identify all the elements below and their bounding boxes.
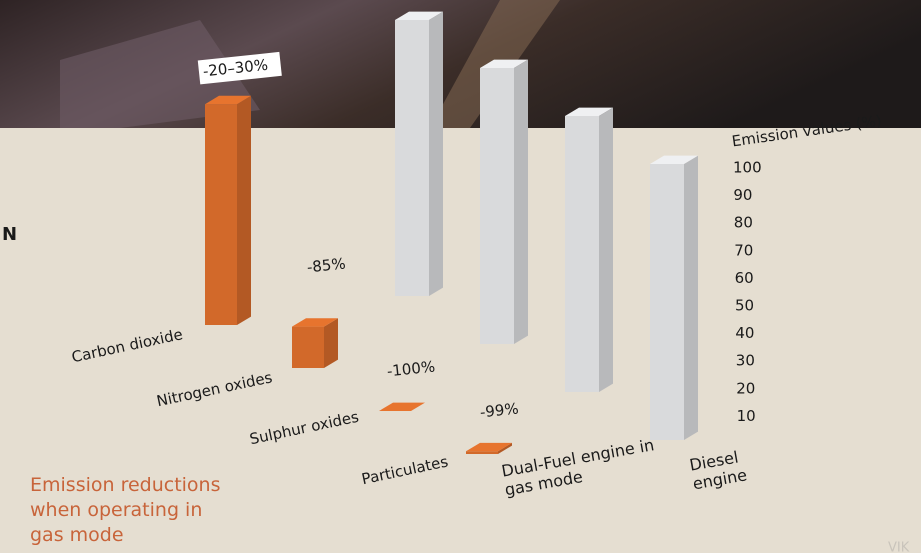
edge-text: N: [2, 224, 17, 245]
category-label: Particulates: [360, 452, 450, 488]
y-tick-label: 60: [735, 269, 754, 287]
bar: [395, 11, 443, 296]
y-tick: 20: [736, 379, 755, 397]
bar-side: [498, 442, 512, 454]
y-tick-label: 80: [734, 214, 753, 232]
bar-top: [565, 107, 613, 116]
category-label: Nitrogen oxides: [155, 368, 274, 410]
bar-front: [466, 451, 498, 454]
bar-side: [684, 155, 698, 440]
category-label: Sulphur oxides: [248, 408, 360, 449]
bar: [565, 107, 613, 392]
annotation: -85%: [306, 254, 346, 276]
annotation: -100%: [386, 358, 436, 381]
bar-top: [379, 402, 425, 411]
bar-side: [324, 318, 338, 368]
bar-front: [650, 164, 684, 440]
bar: [650, 155, 698, 440]
y-tick: 80: [734, 214, 753, 232]
annotation-box: [197, 51, 282, 85]
y-tick: 60: [735, 269, 754, 287]
y-tick: 50: [735, 297, 754, 315]
y-tick-label: 90: [733, 186, 752, 204]
y-tick: 100: [733, 159, 762, 177]
y-tick-label: 70: [734, 241, 753, 259]
photo-detail: [60, 20, 260, 128]
bar-top: [292, 318, 338, 327]
bar: [205, 95, 251, 325]
bar-side: [514, 59, 528, 344]
y-tick: 30: [736, 352, 755, 370]
caption: Emission reductions when operating in ga…: [30, 474, 221, 546]
bar-top: [466, 442, 512, 452]
edge-text: VIK: [888, 541, 910, 553]
y-tick-label: 20: [736, 379, 755, 397]
bar-side: [599, 107, 613, 392]
bar-front: [292, 326, 324, 368]
bar-top: [205, 95, 251, 105]
bar-front: [395, 20, 429, 296]
y-tick: 70: [734, 241, 753, 259]
bar: [480, 59, 528, 344]
bars: [205, 11, 698, 454]
bar: [292, 318, 338, 368]
bar-top: [395, 11, 443, 20]
bar-side: [429, 11, 443, 296]
y-tick-label: 10: [737, 407, 756, 425]
category-label: Carbon dioxide: [70, 325, 184, 366]
annotation: -99%: [479, 399, 519, 421]
y-tick: 90: [733, 186, 752, 204]
bar-front: [205, 104, 237, 325]
y-tick-label: 40: [735, 324, 754, 342]
y-tick-label: 100: [733, 159, 762, 177]
bar: [466, 442, 512, 454]
y-tick: 10: [737, 407, 756, 425]
bar-front: [565, 116, 599, 392]
y-tick-label: 30: [736, 352, 755, 370]
y-tick-label: 50: [735, 297, 754, 315]
y-tick: 40: [735, 324, 754, 342]
bar: [379, 402, 425, 412]
bar-side: [237, 95, 251, 325]
bar-front: [480, 68, 514, 344]
bar-top: [480, 59, 528, 68]
bar-top: [650, 155, 698, 164]
